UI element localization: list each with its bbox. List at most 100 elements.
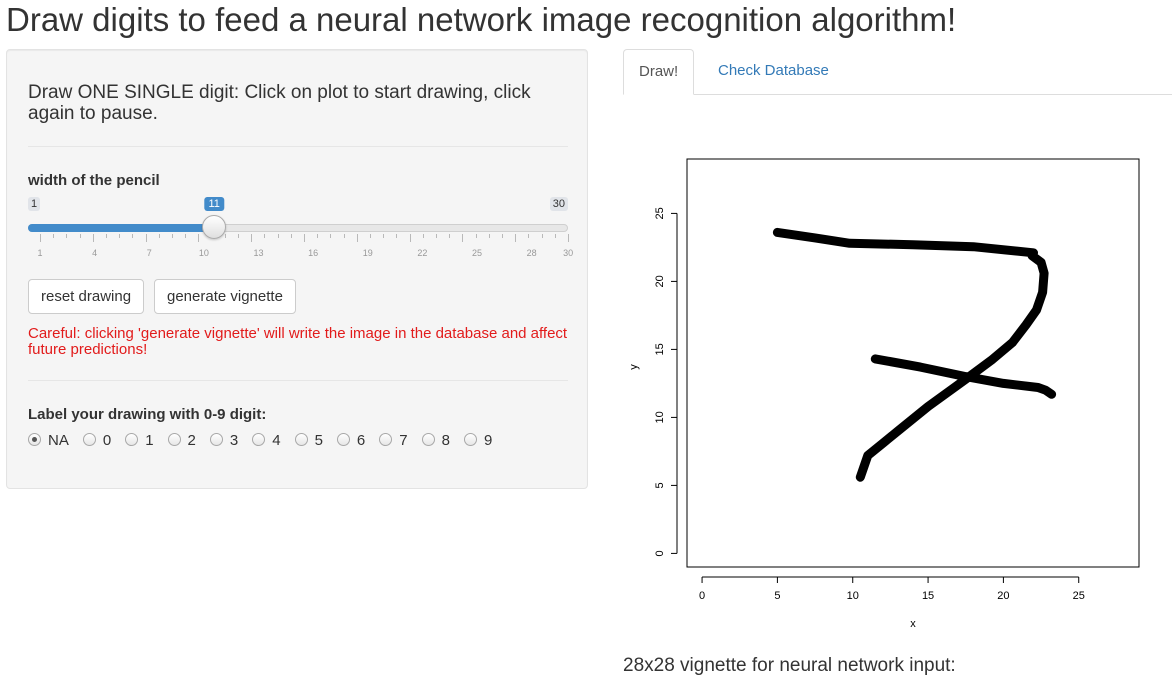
instructions-text: Draw ONE SINGLE digit: Click on plot to … bbox=[28, 82, 531, 124]
radio-circle-icon[interactable] bbox=[209, 433, 223, 447]
y-tick-label: 5 bbox=[654, 482, 666, 488]
slider-tick bbox=[462, 234, 464, 242]
radio-option-label: 5 bbox=[314, 432, 323, 450]
divider bbox=[28, 146, 568, 147]
slider-tick-label: 30 bbox=[563, 248, 574, 258]
radio-option-label: 3 bbox=[229, 432, 239, 450]
tab-check-database[interactable]: Check Database bbox=[718, 62, 829, 79]
radio-circle-icon[interactable] bbox=[421, 433, 435, 447]
slider-tick bbox=[277, 234, 279, 238]
x-axis-label: x bbox=[910, 618, 916, 630]
x-tick-label: 0 bbox=[699, 590, 705, 602]
slider-fill bbox=[28, 224, 215, 232]
reset-drawing-button[interactable]: reset drawing bbox=[28, 279, 145, 314]
slider-tick bbox=[119, 234, 121, 238]
radio-circle-icon[interactable] bbox=[336, 433, 350, 447]
radio-circle-icon[interactable] bbox=[379, 433, 393, 447]
slider-tick-label: 10 bbox=[198, 248, 209, 258]
digit-radio-option[interactable]: 7 bbox=[379, 432, 408, 450]
radio-circle-icon[interactable] bbox=[294, 433, 308, 447]
slider-tick bbox=[554, 234, 556, 238]
radio-option-label: NA bbox=[48, 432, 69, 450]
slider-tick-label: 1 bbox=[37, 248, 43, 258]
slider-handle[interactable] bbox=[202, 215, 227, 239]
radio-option-label: 7 bbox=[399, 432, 408, 450]
slider-tick bbox=[422, 234, 424, 238]
drawn-stroke-1 bbox=[772, 227, 1049, 482]
x-tick-label: 15 bbox=[922, 590, 934, 602]
slider-min-label: 1 bbox=[28, 197, 41, 211]
radio-option-label: 6 bbox=[356, 432, 366, 450]
slider-tick-label: 7 bbox=[146, 248, 152, 258]
digit-radio-option[interactable]: 6 bbox=[336, 432, 366, 450]
slider-tick bbox=[356, 234, 358, 242]
digit-radio-option[interactable]: 3 bbox=[209, 432, 239, 450]
pencil-width-label: width of the pencil bbox=[28, 172, 160, 189]
y-tick-label: 20 bbox=[654, 275, 666, 287]
radio-circle-icon[interactable] bbox=[463, 433, 477, 447]
slider-tick bbox=[40, 234, 41, 242]
slider-tick bbox=[251, 234, 253, 242]
digit-label-prompt: Label your drawing with 0-9 digit: bbox=[28, 406, 267, 423]
slider-tick bbox=[198, 234, 200, 242]
x-tick-label: 5 bbox=[774, 590, 780, 602]
slider-tick bbox=[238, 234, 239, 238]
digit-radio-option[interactable]: 2 bbox=[167, 432, 196, 449]
slider-tick bbox=[132, 234, 134, 238]
radio-option-label: 0 bbox=[102, 432, 112, 450]
slider-tick bbox=[53, 234, 55, 238]
slider-ticks bbox=[28, 234, 569, 244]
digit-radio-option[interactable]: 5 bbox=[294, 432, 323, 450]
slider-tick bbox=[330, 234, 332, 238]
radio-circle-icon[interactable] bbox=[82, 433, 96, 447]
radio-option-label: 8 bbox=[441, 432, 450, 450]
generate-vignette-button[interactable]: generate vignette bbox=[154, 279, 296, 314]
slider-max-label: 30 bbox=[549, 197, 568, 211]
slider-tick-label: 25 bbox=[472, 248, 483, 258]
slider-tick bbox=[106, 234, 107, 238]
divider bbox=[28, 380, 568, 381]
radio-option-label: 1 bbox=[145, 432, 154, 450]
digit-radio-option[interactable]: 8 bbox=[421, 432, 450, 450]
slider-tick bbox=[172, 234, 173, 238]
slider-tick bbox=[317, 234, 319, 238]
radio-circle-icon[interactable] bbox=[28, 433, 41, 447]
digit-radio-option[interactable]: NA bbox=[28, 432, 69, 449]
page-title: Draw digits to feed a neural network ima… bbox=[6, 1, 957, 38]
slider-tick bbox=[541, 234, 543, 238]
radio-circle-icon[interactable] bbox=[252, 433, 266, 447]
drawing-plot[interactable]: 0 5 10 15 20 25 x 0 5 10 15 20 25 y bbox=[623, 140, 1172, 640]
tab-bar: Draw! Check Database bbox=[623, 49, 1172, 95]
radio-circle-icon[interactable] bbox=[125, 433, 139, 447]
slider-tick bbox=[488, 234, 490, 238]
digit-radio-option[interactable]: 4 bbox=[252, 432, 281, 450]
y-tick-label: 25 bbox=[654, 207, 666, 219]
digit-radio-option[interactable]: 1 bbox=[125, 432, 154, 450]
y-tick-label: 0 bbox=[654, 550, 666, 556]
tab-draw[interactable]: Draw! bbox=[623, 49, 695, 95]
slider-tick bbox=[436, 234, 437, 238]
slider-value-label: 11 bbox=[204, 197, 224, 211]
pencil-width-slider[interactable]: 1 30 11 1 4 7 10 13 16 19 22 25 28 30 bbox=[28, 195, 574, 265]
slider-tick bbox=[515, 234, 517, 242]
digit-radio-option[interactable]: 0 bbox=[82, 432, 112, 450]
x-tick-label: 20 bbox=[997, 590, 1009, 602]
slider-tick bbox=[290, 234, 292, 238]
digit-label-radio-group: NA 0 1 2 3 4 5 6 7 8 9 bbox=[28, 432, 506, 452]
drawn-stroke-2 bbox=[870, 354, 1057, 399]
slider-tick bbox=[185, 234, 187, 238]
x-tick-label: 10 bbox=[847, 590, 859, 602]
slider-tick bbox=[264, 234, 266, 238]
radio-circle-icon[interactable] bbox=[167, 433, 181, 447]
slider-tick bbox=[409, 234, 411, 242]
slider-tick-label: 22 bbox=[417, 248, 428, 258]
radio-option-label: 4 bbox=[272, 432, 281, 450]
sidebar-panel: Draw ONE SINGLE digit: Click on plot to … bbox=[6, 49, 588, 489]
y-axis-label: y bbox=[628, 364, 640, 370]
digit-radio-option[interactable]: 9 bbox=[463, 432, 492, 449]
slider-tick bbox=[66, 234, 68, 238]
slider-tick bbox=[475, 234, 477, 238]
slider-tick bbox=[528, 234, 530, 238]
slider-tick bbox=[502, 234, 503, 238]
slider-tick bbox=[343, 234, 345, 238]
